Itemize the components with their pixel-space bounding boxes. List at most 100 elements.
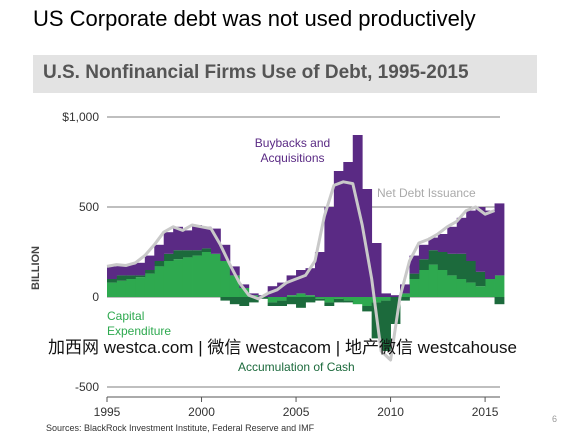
area-segment bbox=[343, 162, 354, 297]
line bbox=[106, 180, 496, 362]
area-segment bbox=[494, 275, 505, 297]
area-segment bbox=[125, 279, 136, 297]
area-segment bbox=[116, 264, 127, 276]
y-tick-label: $1,000 bbox=[62, 110, 99, 124]
annotation-buybacks: Buybacks and Acquisitions bbox=[254, 136, 331, 165]
area-segment bbox=[437, 270, 448, 297]
area-segment bbox=[381, 293, 391, 297]
area-segment bbox=[466, 210, 477, 261]
area-segment bbox=[447, 226, 458, 254]
area-segment bbox=[466, 261, 477, 283]
x-tick-label: 2005 bbox=[283, 405, 310, 419]
area-segment bbox=[390, 297, 401, 324]
area-segment bbox=[258, 297, 269, 299]
area-segment bbox=[475, 271, 486, 287]
area-segment bbox=[466, 282, 477, 297]
area-segment bbox=[418, 244, 429, 260]
area-segment bbox=[220, 297, 231, 301]
area-segment bbox=[418, 259, 429, 270]
area-segment bbox=[277, 297, 287, 301]
area-segment bbox=[277, 300, 287, 306]
area-segment bbox=[135, 277, 146, 297]
area-segment bbox=[163, 261, 174, 297]
area-segment bbox=[428, 264, 439, 297]
area-segment bbox=[163, 232, 174, 254]
area-segment bbox=[163, 253, 174, 261]
area-segment bbox=[333, 171, 344, 297]
area-segment bbox=[296, 293, 306, 297]
area-segment bbox=[144, 255, 155, 270]
area-segment bbox=[296, 297, 306, 308]
area-segment bbox=[352, 135, 363, 297]
area-segment bbox=[220, 261, 231, 297]
x-tick-label: 2010 bbox=[377, 405, 404, 419]
area-segment bbox=[314, 298, 325, 301]
area-segment bbox=[409, 255, 420, 274]
area-segment bbox=[447, 253, 458, 276]
area-segment bbox=[277, 282, 287, 297]
area-segment bbox=[333, 297, 344, 299]
area-segment bbox=[154, 261, 165, 267]
chart-title: U.S. Nonfinancial Firms Use of Debt, 199… bbox=[43, 62, 469, 83]
area-segment bbox=[173, 259, 184, 297]
area-segment bbox=[144, 273, 155, 297]
area-segment bbox=[116, 275, 127, 281]
annotation-net-debt: Net Debt Issuance bbox=[377, 186, 476, 200]
area-segment bbox=[371, 243, 382, 297]
annotation-cash: Accumulation of Cash bbox=[238, 360, 355, 374]
area-segment bbox=[107, 266, 117, 279]
y-tick-label: 500 bbox=[79, 200, 99, 214]
area-segment bbox=[182, 230, 193, 251]
area-segment bbox=[314, 297, 325, 299]
area-segment bbox=[210, 253, 221, 297]
area-segment bbox=[173, 250, 184, 260]
area-segment bbox=[362, 189, 373, 297]
area-segment bbox=[116, 280, 127, 297]
area-segment bbox=[305, 295, 316, 297]
area-segment bbox=[352, 297, 363, 305]
area-segment bbox=[400, 293, 410, 297]
area-segment bbox=[418, 270, 429, 297]
area-segment bbox=[154, 244, 165, 261]
area-segment bbox=[409, 279, 420, 297]
area-segment bbox=[173, 226, 184, 251]
area-segment bbox=[362, 306, 373, 312]
area-segment bbox=[494, 297, 505, 305]
area-segment bbox=[475, 286, 486, 297]
source: Sources: BlackRock Investment Institute,… bbox=[46, 423, 315, 433]
area-segment bbox=[314, 252, 325, 297]
area-segment bbox=[125, 275, 136, 279]
area-segment bbox=[324, 302, 335, 306]
page-number: 6 bbox=[552, 414, 558, 424]
area-segment bbox=[239, 284, 250, 288]
area-segment bbox=[182, 257, 193, 297]
area-segment bbox=[107, 279, 117, 283]
area-segment bbox=[201, 226, 212, 249]
area-segment bbox=[239, 288, 250, 297]
area-segment bbox=[286, 297, 297, 305]
area-segment bbox=[400, 297, 410, 301]
y-tick-label: -500 bbox=[75, 380, 99, 394]
area-segment bbox=[267, 302, 278, 306]
area-segment bbox=[324, 297, 335, 303]
y-axis-label: BILLION bbox=[30, 246, 42, 290]
area-segment bbox=[286, 275, 297, 296]
area-segment bbox=[267, 297, 278, 303]
area-segment bbox=[239, 297, 250, 306]
area-segment bbox=[192, 250, 202, 256]
area-segment bbox=[135, 262, 146, 276]
watermark: 加西网 westca.com | 微信 westcacom | 地产微信 wes… bbox=[48, 338, 517, 357]
area-segment bbox=[390, 295, 401, 297]
area-segment bbox=[333, 298, 344, 303]
area-segment bbox=[362, 297, 373, 306]
area-segment bbox=[125, 264, 136, 276]
area-segment bbox=[107, 282, 117, 297]
area-segment bbox=[343, 297, 354, 301]
area-segment bbox=[371, 297, 382, 303]
x-tick-label: 1995 bbox=[94, 405, 121, 419]
area-segment bbox=[248, 293, 259, 296]
area-segment bbox=[305, 297, 316, 303]
title-banner bbox=[33, 55, 537, 93]
area-segment bbox=[286, 295, 297, 297]
